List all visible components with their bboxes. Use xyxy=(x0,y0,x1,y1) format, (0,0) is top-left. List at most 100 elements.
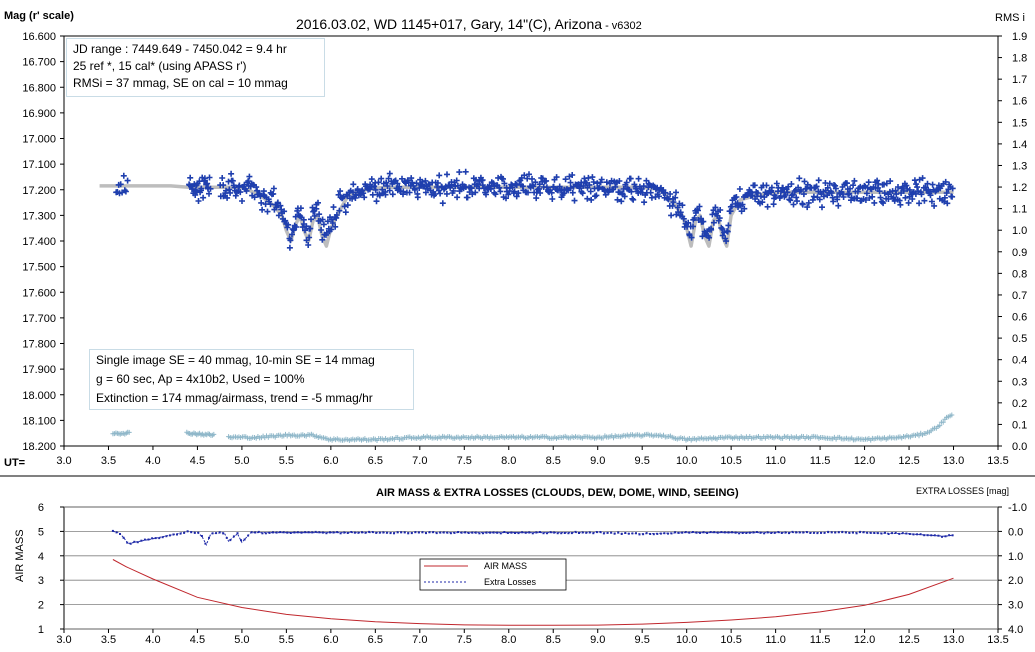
data-point xyxy=(804,204,811,211)
extra-losses-marker xyxy=(439,531,442,534)
extra-losses-marker xyxy=(706,532,709,534)
extra-losses-marker xyxy=(378,531,381,534)
data-point xyxy=(751,182,758,189)
data-point xyxy=(799,201,806,208)
extra-losses-marker xyxy=(467,532,470,534)
extra-losses-marker xyxy=(784,531,787,534)
data-point xyxy=(227,189,234,196)
y2-tick-label: 0.9 xyxy=(1012,247,1027,259)
extra-losses-marker xyxy=(432,531,435,534)
extra-losses-marker xyxy=(798,531,801,534)
extra-losses-marker xyxy=(738,532,741,535)
extra-losses-marker xyxy=(482,532,484,535)
x-tick-label: 10.0 xyxy=(676,634,697,646)
extra-losses-marker xyxy=(752,531,755,534)
data-point xyxy=(584,195,591,202)
x-tick-label: 13.0 xyxy=(943,455,964,467)
data-point xyxy=(623,179,630,186)
data-point xyxy=(787,197,794,204)
extra-losses-marker xyxy=(165,535,168,538)
y-tick-label: 17.000 xyxy=(22,134,56,146)
bottom-legend: AIR MASS Extra Losses xyxy=(419,558,567,591)
data-point xyxy=(340,193,347,200)
extra-losses-marker xyxy=(232,535,235,538)
data-point xyxy=(237,189,244,196)
top-light-curve-plot: 3.0 3.5 4.0 4.5 5.0 5.5 6.0 6.5 7.0 7.5 8.0 8.5 9.0 9… xyxy=(4,10,1027,469)
extra-losses-marker xyxy=(574,530,577,533)
extra-losses-marker xyxy=(186,530,189,533)
extra-losses-marker xyxy=(478,532,481,535)
x-tick-label: 9.5 xyxy=(635,455,650,467)
x-tick-label: 6.5 xyxy=(368,634,383,646)
y2-tick-label: 0.4 xyxy=(1012,355,1027,367)
x-tick-label: 4.5 xyxy=(190,455,205,467)
data-point xyxy=(400,188,407,195)
y2-tick-label: 3.0 xyxy=(1008,600,1023,612)
extra-losses-marker xyxy=(663,532,666,535)
data-point xyxy=(396,183,403,190)
data-point xyxy=(124,177,131,184)
data-point xyxy=(436,172,443,179)
data-point xyxy=(794,198,800,205)
data-point xyxy=(350,181,357,188)
x-tick-label: 10.5 xyxy=(720,634,741,646)
extra-losses-marker xyxy=(176,533,178,536)
data-point xyxy=(530,183,537,190)
data-point xyxy=(918,191,925,198)
data-point xyxy=(876,188,883,195)
data-point xyxy=(944,200,951,207)
extra-losses-marker xyxy=(716,531,719,534)
data-point xyxy=(844,180,850,187)
data-point xyxy=(949,185,956,192)
data-point xyxy=(725,222,732,229)
data-point xyxy=(195,198,202,204)
x-tick-label: 7.0 xyxy=(412,634,427,646)
data-point xyxy=(796,175,803,182)
y2-tick-label: 0.1 xyxy=(1012,419,1027,431)
data-point xyxy=(830,198,837,205)
extra-losses-marker xyxy=(190,531,193,534)
data-point xyxy=(724,228,731,235)
data-point xyxy=(850,182,857,189)
extra-losses-marker xyxy=(353,531,356,534)
extra-losses-marker xyxy=(820,531,822,534)
data-point xyxy=(219,175,226,181)
extra-losses-marker xyxy=(350,531,353,533)
extra-losses-marker xyxy=(275,531,278,534)
x-tick-label: 12.5 xyxy=(898,455,919,467)
extra-losses-marker xyxy=(816,532,819,535)
data-point xyxy=(443,190,450,197)
data-point xyxy=(790,201,797,208)
data-point xyxy=(851,177,858,184)
extra-losses-marker xyxy=(403,531,406,534)
extra-losses-marker xyxy=(264,532,267,535)
data-point xyxy=(328,226,335,233)
data-point xyxy=(328,216,335,223)
data-point xyxy=(416,185,423,191)
top-y2-axis-label: RMS i xyxy=(995,12,1025,24)
info-line: RMSi = 37 mmag, SE on cal = 10 mmag xyxy=(73,76,288,90)
extra-losses-marker xyxy=(453,531,456,534)
data-point xyxy=(289,231,295,238)
extra-losses-marker xyxy=(944,535,947,538)
extra-losses-marker xyxy=(745,532,748,534)
extra-losses-marker xyxy=(471,531,474,534)
y-tick-label: 16.900 xyxy=(22,108,56,120)
extra-losses-marker xyxy=(901,532,904,535)
x-tick-label: 4.0 xyxy=(145,455,160,467)
x-tick-label: 7.0 xyxy=(412,455,427,467)
extra-losses-marker xyxy=(474,531,477,534)
extra-losses-marker xyxy=(620,533,623,535)
extra-losses-marker xyxy=(336,531,339,534)
extra-losses-marker xyxy=(869,531,872,534)
extra-losses-marker xyxy=(215,532,218,535)
extra-losses-marker xyxy=(627,532,630,535)
extra-losses-marker xyxy=(674,531,677,534)
extra-losses-marker xyxy=(549,531,552,534)
extra-losses-marker xyxy=(699,531,701,534)
data-point xyxy=(281,208,288,215)
x-tick-label: 6.5 xyxy=(368,455,383,467)
x-tick-label: 13.5 xyxy=(987,455,1008,467)
y2-tick-label: 1.0 xyxy=(1008,551,1023,563)
y2-tick-label: 0.7 xyxy=(1012,290,1027,302)
